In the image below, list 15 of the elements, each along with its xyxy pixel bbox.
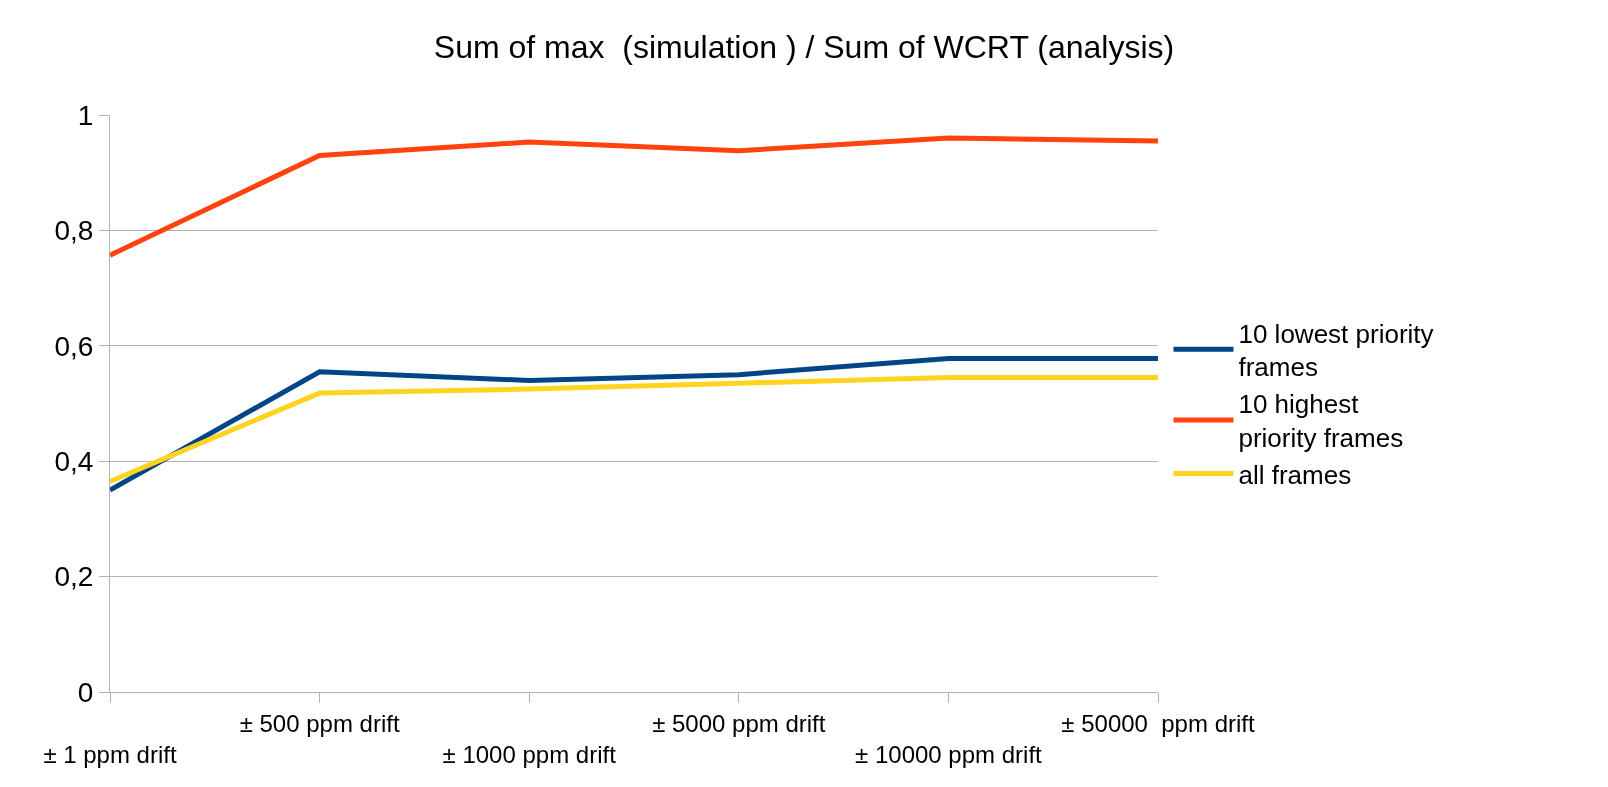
x-tick-label: ± 1 ppm drift <box>43 741 177 768</box>
x-tick-label: ± 5000 ppm drift <box>652 709 826 737</box>
y-tick-label: 0,8 <box>54 215 94 247</box>
x-tick-label: ± 10000 ppm drift <box>855 741 1043 768</box>
y-tick-label: 0,2 <box>54 561 94 593</box>
y-tick-label: 1 <box>77 99 94 131</box>
x-tick-label: ± 500 ppm drift <box>239 709 400 737</box>
y-tick-label: 0,4 <box>54 446 94 477</box>
legend-label: 10 lowest priority frames <box>1238 318 1434 383</box>
x-tick-label: ± 50000 ppm drift <box>1061 709 1255 737</box>
y-tick-label: 0 <box>77 676 94 708</box>
legend-label: all frames <box>1238 459 1352 490</box>
chart-title: Sum of max (simulation ) / Sum of WCRT (analysis) <box>433 28 1175 65</box>
x-tick-label: ± 1000 ppm drift <box>442 741 617 768</box>
y-tick-label: 0,6 <box>54 330 94 362</box>
